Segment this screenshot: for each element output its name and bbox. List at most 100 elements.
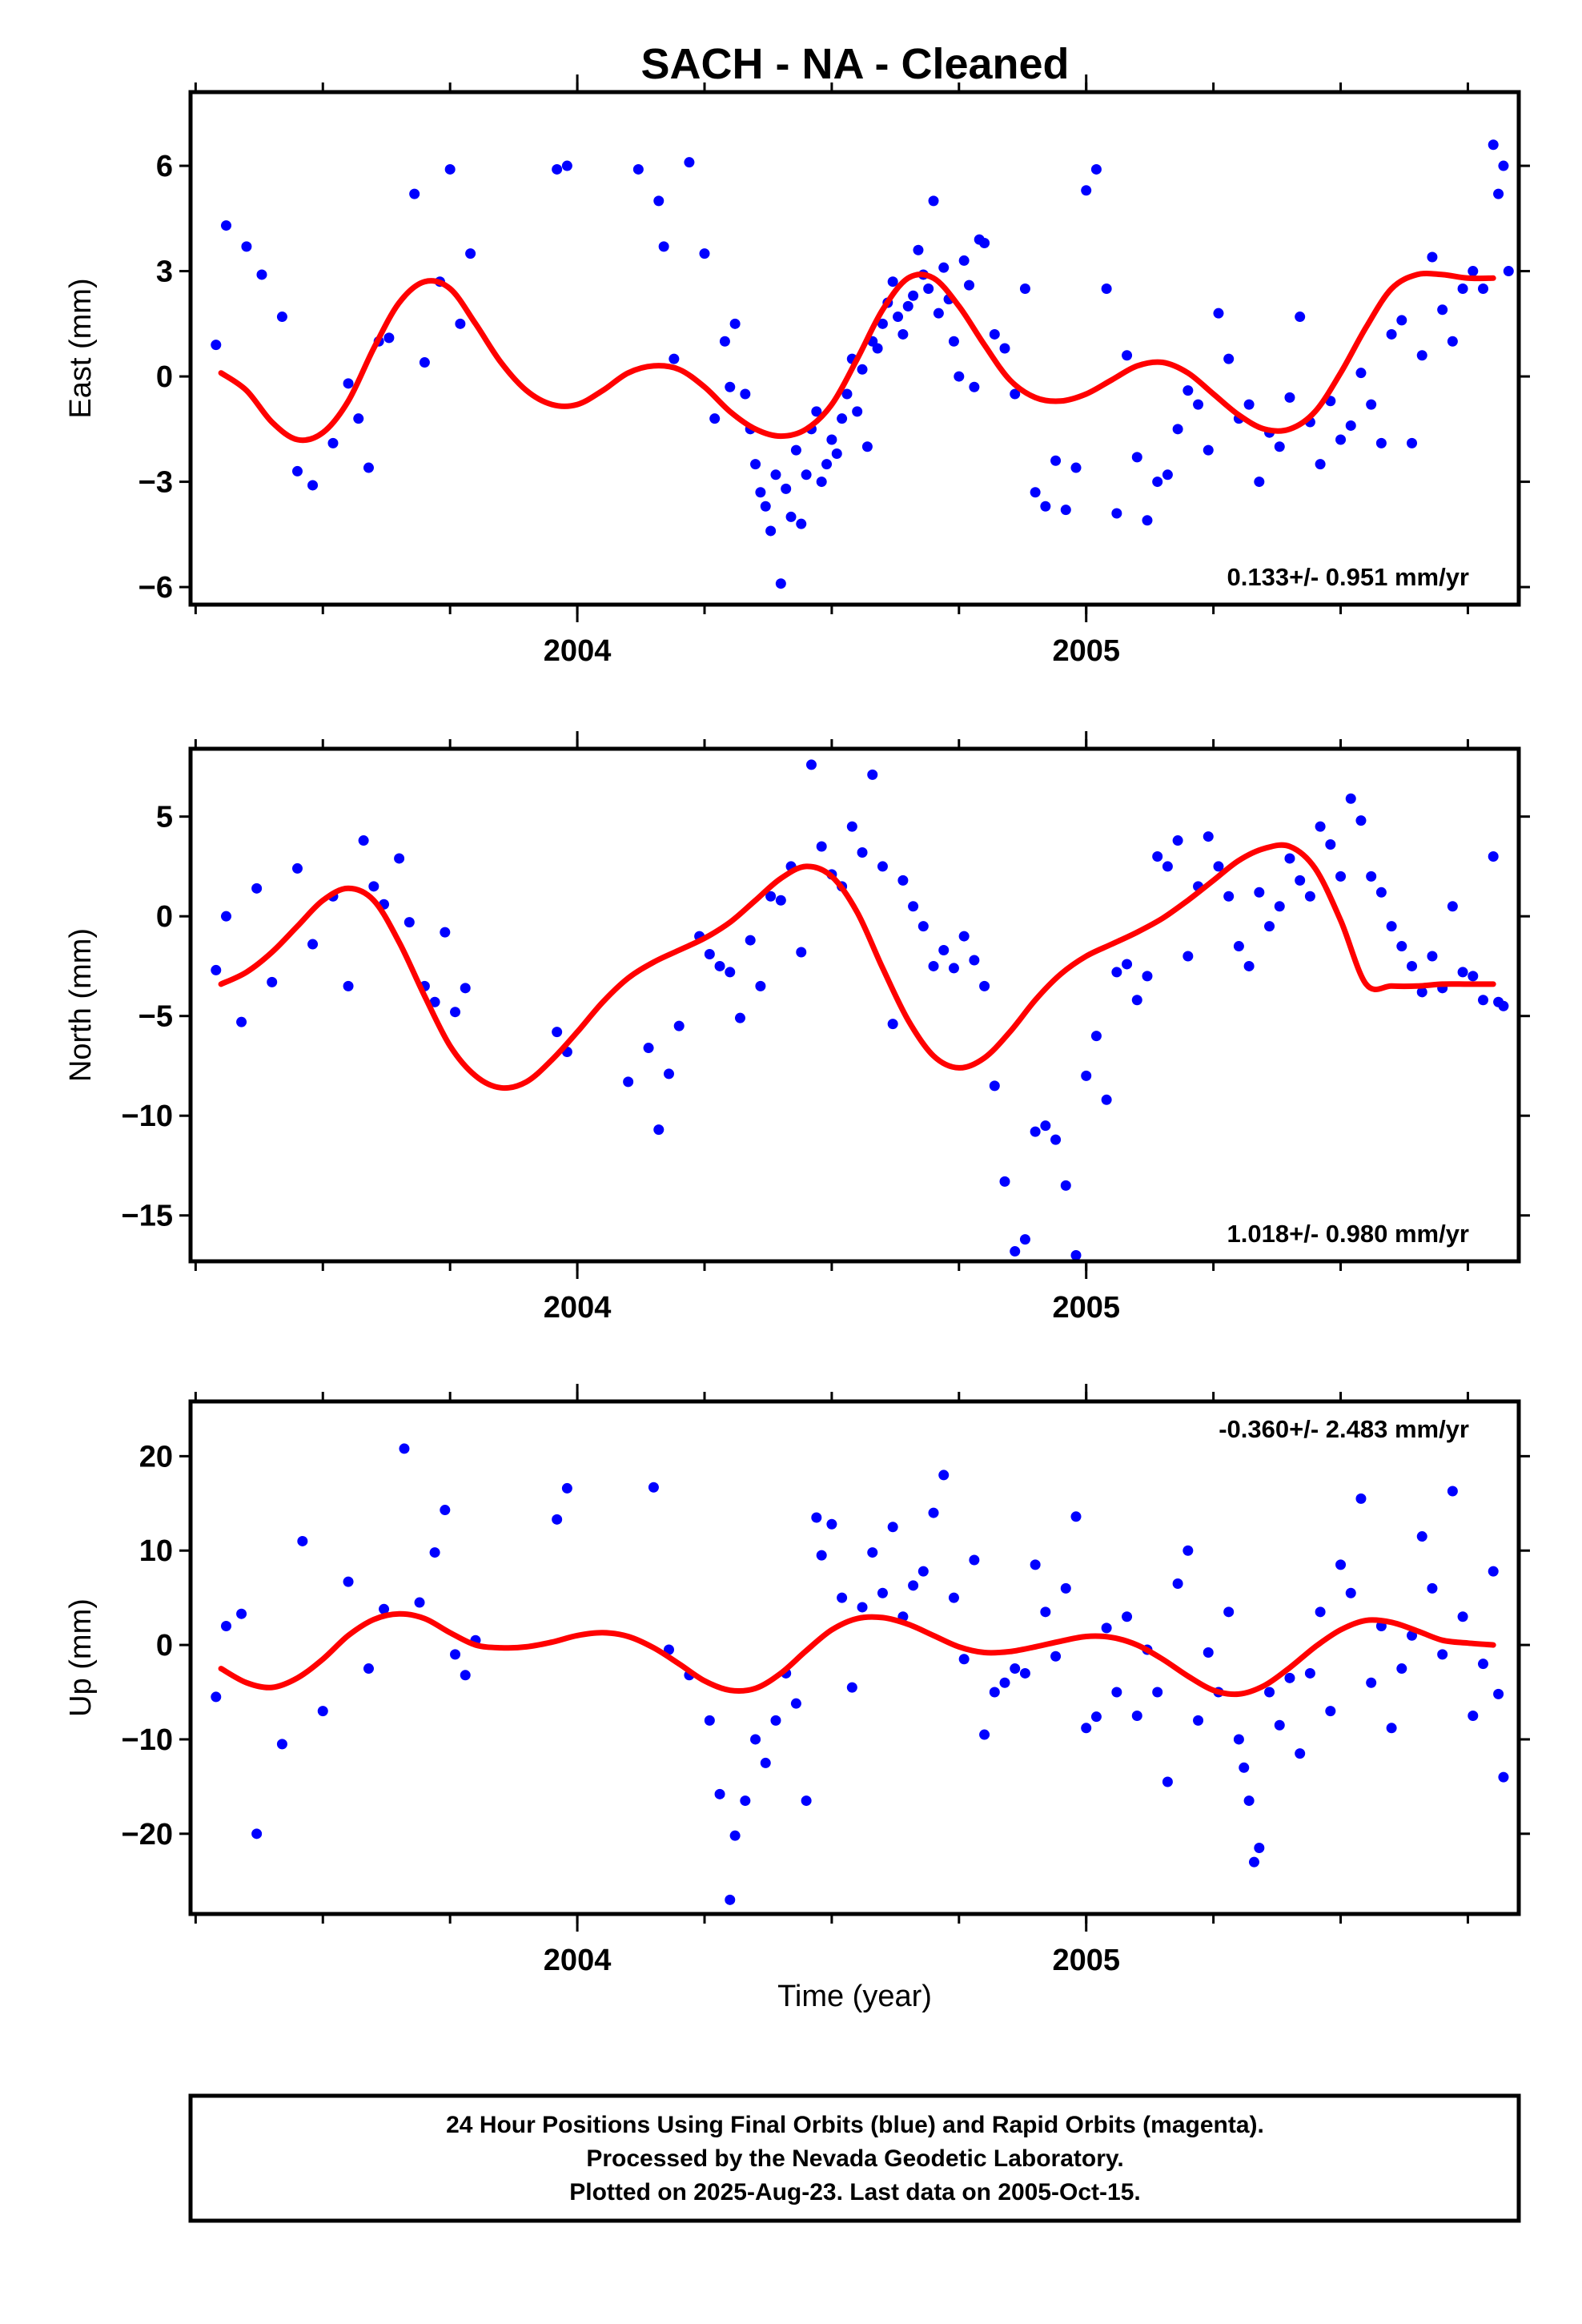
data-point <box>948 336 959 347</box>
data-point <box>725 1894 736 1905</box>
data-point <box>923 283 934 294</box>
data-point <box>1152 850 1163 862</box>
data-point <box>552 1027 563 1038</box>
data-point <box>1457 967 1468 978</box>
data-point <box>1019 1234 1030 1245</box>
data-point <box>1493 1688 1504 1699</box>
data-point <box>765 891 777 902</box>
data-point <box>1131 452 1142 463</box>
data-point <box>1407 1630 1418 1641</box>
data-point <box>1416 987 1427 998</box>
data-point <box>1498 1771 1509 1783</box>
data-point <box>1447 901 1458 912</box>
data-point <box>750 459 761 470</box>
data-point <box>1295 1748 1306 1759</box>
data-point <box>1295 875 1306 886</box>
data-point <box>816 1550 827 1561</box>
data-point <box>236 1608 247 1619</box>
data-point <box>1264 1687 1275 1698</box>
data-point <box>928 960 939 971</box>
data-point <box>979 237 990 248</box>
data-point <box>1060 1180 1071 1191</box>
data-point <box>999 1176 1010 1187</box>
data-point <box>1468 971 1479 982</box>
data-point <box>1488 1566 1499 1577</box>
data-point <box>745 935 756 946</box>
data-point <box>729 318 741 329</box>
data-point <box>1081 1723 1092 1734</box>
data-point <box>1248 1856 1259 1868</box>
data-point <box>684 157 695 168</box>
data-point <box>1325 1706 1336 1717</box>
data-point <box>857 364 868 375</box>
data-point <box>1407 960 1418 971</box>
y-tick-label: −5 <box>139 1000 173 1034</box>
data-point <box>714 960 725 971</box>
data-point <box>1193 1715 1204 1726</box>
data-point <box>785 511 797 522</box>
data-point <box>1040 501 1051 512</box>
data-point <box>1030 1126 1041 1137</box>
data-point <box>1274 1719 1285 1731</box>
data-point <box>1478 283 1489 294</box>
data-point <box>307 480 319 491</box>
data-point <box>826 1518 837 1530</box>
data-point <box>1090 1711 1102 1723</box>
data-point <box>460 1670 471 1681</box>
data-point <box>429 996 440 1007</box>
data-point <box>643 1043 654 1054</box>
y-tick-label: 10 <box>139 1534 173 1568</box>
data-point <box>1304 891 1315 902</box>
data-point <box>1101 283 1112 294</box>
data-point <box>236 1016 247 1027</box>
data-point <box>648 1482 659 1493</box>
data-point <box>394 853 405 864</box>
data-point <box>1162 1776 1173 1787</box>
panel-north: 5 0 −5 −10 −15 2004 2005 1.018+/- 0.980 mm/yr No… <box>64 731 1530 1325</box>
data-point <box>1239 1762 1250 1773</box>
data-point <box>755 487 766 498</box>
data-point <box>897 328 909 340</box>
data-point <box>790 1698 801 1709</box>
y-tick-label: −6 <box>139 571 173 605</box>
data-point <box>989 1687 1000 1698</box>
data-point <box>450 1649 461 1660</box>
data-point <box>954 371 965 382</box>
data-point <box>632 163 644 175</box>
data-point <box>241 241 252 252</box>
data-point <box>1366 1677 1377 1688</box>
data-point <box>1070 1250 1082 1261</box>
data-point <box>1386 328 1397 340</box>
data-point <box>948 1592 959 1603</box>
data-point <box>1254 476 1265 488</box>
data-point <box>760 1757 771 1768</box>
data-point <box>917 1566 929 1577</box>
data-point <box>1101 1622 1112 1634</box>
data-point <box>938 945 950 956</box>
data-point <box>1366 870 1377 882</box>
data-point <box>1243 1795 1255 1807</box>
data-point <box>1396 315 1407 326</box>
data-point <box>1040 1606 1051 1618</box>
data-point <box>709 413 721 424</box>
data-point <box>1498 160 1509 171</box>
data-point <box>1375 887 1387 898</box>
data-point <box>1284 1672 1295 1683</box>
plot-frame <box>188 1399 1521 1916</box>
data-point <box>414 1597 425 1608</box>
data-point <box>1182 951 1194 962</box>
data-point <box>1019 283 1030 294</box>
footer-frame <box>188 2093 1521 2223</box>
data-point <box>317 1706 328 1717</box>
data-point <box>1070 1511 1082 1522</box>
data-point <box>1010 1246 1021 1257</box>
y-tick-label: 0 <box>156 900 173 934</box>
data-point <box>455 318 466 329</box>
data-point <box>1274 901 1285 912</box>
data-point <box>1427 951 1438 962</box>
data-point <box>969 955 980 966</box>
data-point <box>1233 1734 1244 1745</box>
y-tick-label: −20 <box>122 1818 173 1852</box>
data-point <box>1315 459 1326 470</box>
data-point <box>938 1470 950 1481</box>
